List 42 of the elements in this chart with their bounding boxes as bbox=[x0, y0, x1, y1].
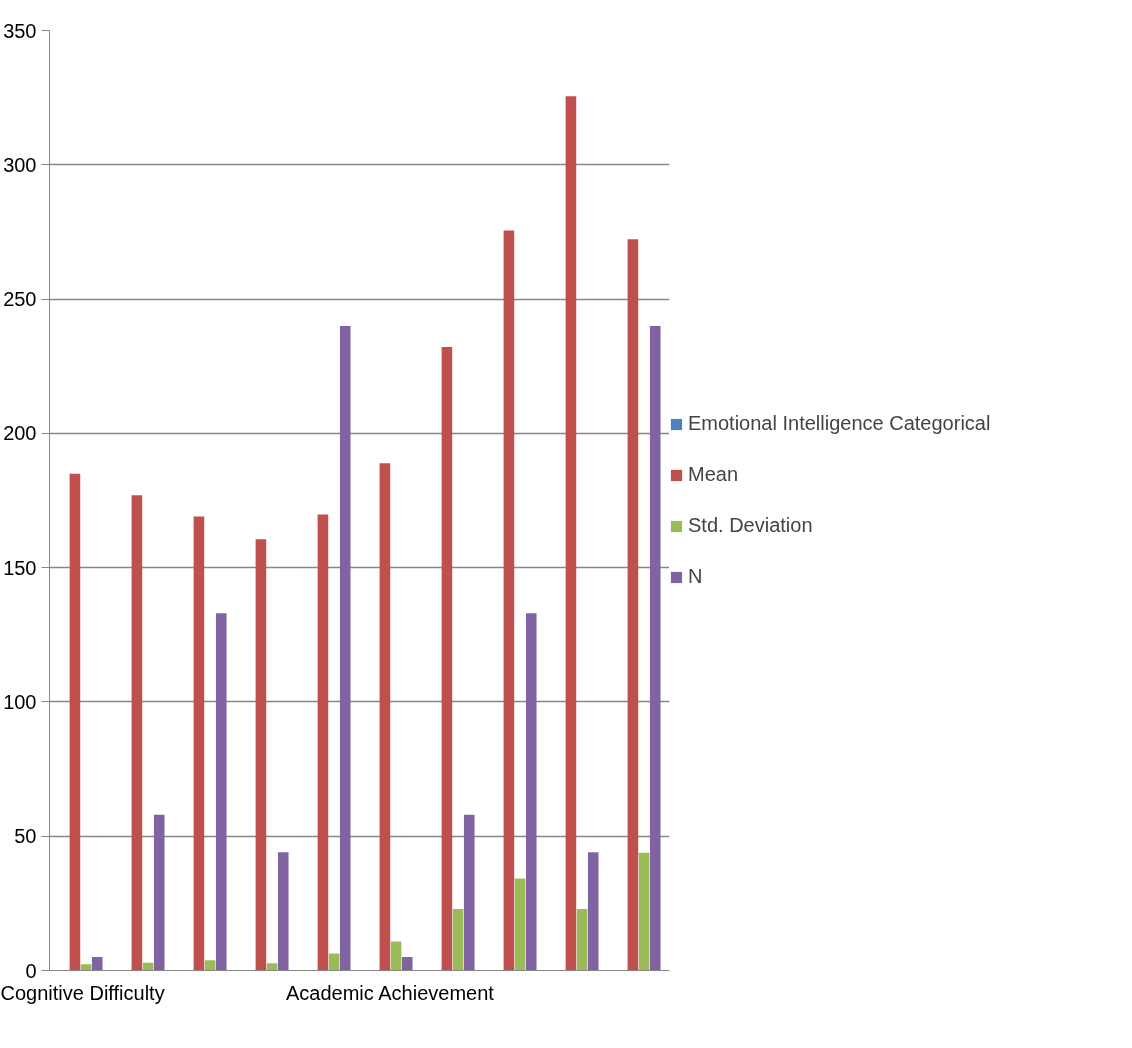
y-tick-label: 50 bbox=[14, 825, 37, 848]
bar bbox=[153, 814, 165, 971]
bar bbox=[463, 814, 475, 971]
bar bbox=[379, 463, 391, 971]
bar bbox=[390, 941, 402, 971]
bar bbox=[565, 96, 577, 971]
bar bbox=[503, 230, 515, 971]
y-tick-label: 300 bbox=[3, 153, 37, 176]
y-tick-label: 200 bbox=[3, 422, 37, 445]
bar bbox=[131, 495, 143, 971]
legend-label: Std. Deviation bbox=[688, 514, 813, 537]
bar bbox=[204, 960, 216, 971]
bar bbox=[91, 957, 103, 971]
bar bbox=[255, 539, 267, 971]
bar bbox=[317, 514, 329, 971]
bar bbox=[401, 957, 413, 971]
bar bbox=[525, 613, 537, 971]
x-tick-label: Cognitive Difficulty bbox=[0, 981, 165, 1004]
legend-label: Mean bbox=[688, 463, 739, 486]
bar bbox=[277, 852, 289, 971]
bar bbox=[587, 852, 599, 971]
bar bbox=[69, 473, 81, 971]
x-tick-label: Academic Achievement bbox=[286, 981, 495, 1004]
y-tick-label: 100 bbox=[3, 690, 37, 713]
bar bbox=[339, 325, 351, 971]
bar bbox=[80, 964, 92, 971]
bar bbox=[638, 852, 650, 971]
legend-label: N bbox=[688, 565, 704, 588]
bar bbox=[441, 346, 453, 971]
bar bbox=[215, 613, 227, 971]
y-tick-label: 250 bbox=[3, 288, 37, 311]
y-tick-label: 350 bbox=[3, 19, 37, 42]
y-tick-label: 0 bbox=[25, 959, 37, 982]
legend-label: Emotional Intelligence Categorical bbox=[688, 412, 991, 435]
y-tick-label: 150 bbox=[3, 556, 37, 579]
bar bbox=[514, 878, 526, 971]
bar bbox=[193, 516, 205, 971]
bar bbox=[649, 325, 661, 971]
bar bbox=[576, 909, 588, 971]
bar bbox=[627, 239, 639, 971]
bar bbox=[452, 909, 464, 971]
bar bbox=[266, 963, 278, 971]
